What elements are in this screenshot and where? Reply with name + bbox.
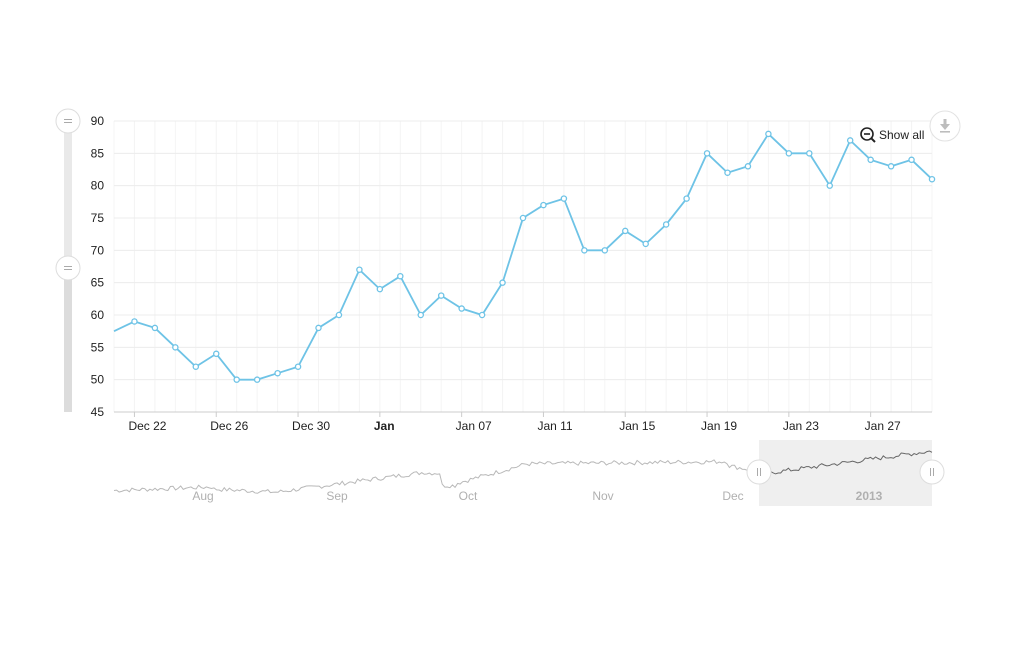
navigator-series-line: [113, 459, 758, 494]
x-axis: Dec 22 Dec 26 Dec 30 Jan Jan 07 Jan 11 Jan 15 J…: [128, 412, 901, 433]
data-point: [908, 156, 915, 164]
x-tick-label: Jan 07: [456, 419, 492, 433]
data-point: [376, 285, 384, 293]
data-point: [294, 363, 302, 370]
handle-circle: [55, 255, 81, 281]
data-point: [744, 163, 752, 170]
navigator-selected-range: [759, 440, 932, 506]
data-point: [683, 195, 690, 202]
navigator[interactable]: Aug Sep Oct Nov Dec 2013: [113, 440, 945, 506]
y-tick-label: 50: [91, 373, 105, 387]
data-point: [765, 130, 772, 138]
x-tick-label: Jan 23: [783, 419, 819, 433]
vertical-slider-selected: [64, 268, 72, 412]
data-point: [233, 376, 240, 383]
show-all-label: Show all: [879, 128, 924, 142]
data-point: [928, 175, 936, 183]
x-tick-label: Jan 19: [701, 419, 737, 433]
y-tick-label: 85: [91, 146, 105, 160]
data-point: [356, 266, 363, 273]
data-point: [867, 156, 874, 164]
x-tick-label: Dec 26: [210, 419, 248, 433]
navigator-label: Dec: [722, 489, 743, 503]
data-point: [560, 195, 568, 202]
navigator-selected-series-line: [757, 450, 933, 475]
vertical-slider-bottom-handle[interactable]: [55, 255, 81, 281]
data-point: [846, 137, 854, 144]
x-tick-label: Jan 15: [619, 419, 655, 433]
y-tick-label: 75: [91, 211, 105, 225]
y-tick-label: 70: [91, 243, 105, 257]
navigator-right-handle[interactable]: [919, 459, 945, 485]
navigator-label: Nov: [592, 489, 613, 503]
data-point: [499, 279, 506, 286]
handle-circle: [55, 108, 81, 134]
data-point: [806, 150, 813, 157]
zoom-out-icon: [860, 127, 876, 143]
data-point: [724, 169, 731, 176]
data-point: [151, 324, 159, 332]
handle-circle: [746, 459, 772, 485]
download-button[interactable]: [929, 110, 961, 142]
data-point: [826, 182, 834, 189]
data-point: [274, 369, 281, 377]
data-point: [437, 292, 445, 299]
y-tick-label: 60: [91, 308, 105, 322]
x-tick-label: Jan: [374, 419, 395, 433]
data-point: [172, 344, 179, 351]
data-point: [519, 214, 527, 222]
navigator-label: Oct: [459, 489, 478, 503]
navigator-label: 2013: [856, 489, 883, 503]
navigator-label: Sep: [326, 489, 348, 503]
x-tick-label: Jan 11: [537, 419, 572, 433]
handle-circle: [919, 459, 945, 485]
y-tick-label: 45: [91, 405, 105, 419]
data-point: [540, 201, 547, 209]
y-tick-label: 65: [91, 276, 105, 290]
data-point: [662, 221, 670, 228]
data-point: [478, 311, 486, 319]
data-point: [253, 376, 261, 383]
data-point: [458, 305, 465, 312]
x-tick-label: Dec 22: [128, 419, 166, 433]
data-point: [581, 247, 588, 254]
data-point: [703, 150, 711, 157]
data-point: [131, 318, 138, 325]
data-series: [113, 130, 936, 383]
data-point: [397, 272, 404, 280]
navigator-label: Aug: [192, 489, 213, 503]
show-all-button[interactable]: Show all: [860, 127, 924, 143]
y-axis: 45 50 55 60 65 70 75 80 85 90: [91, 114, 105, 419]
data-point: [417, 311, 424, 319]
data-point: [642, 240, 649, 248]
x-tick-label: Jan 27: [865, 419, 901, 433]
navigator-left-handle[interactable]: [746, 459, 772, 485]
download-icon: [940, 119, 950, 133]
x-tick-label: Dec 30: [292, 419, 330, 433]
data-point: [887, 163, 895, 170]
data-point: [622, 227, 629, 235]
y-tick-label: 90: [91, 114, 105, 128]
y-tick-label: 55: [91, 340, 105, 354]
plot-grid: [113, 120, 933, 413]
data-point: [785, 150, 793, 157]
data-point: [601, 247, 609, 254]
y-tick-label: 80: [91, 179, 105, 193]
data-point: [315, 324, 322, 332]
data-point: [335, 311, 343, 319]
data-point: [192, 363, 200, 370]
vertical-range-slider[interactable]: [55, 108, 81, 412]
data-point: [212, 350, 220, 358]
vertical-slider-top-handle[interactable]: [55, 108, 81, 134]
